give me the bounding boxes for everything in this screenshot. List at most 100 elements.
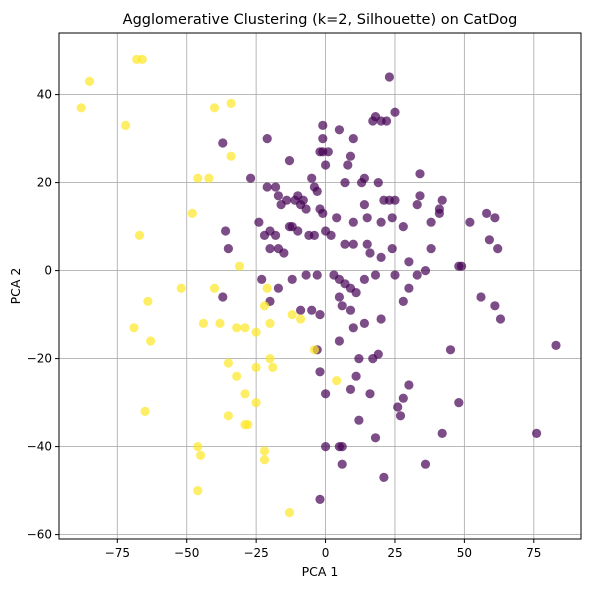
cluster-0-point bbox=[426, 244, 436, 254]
cluster-0-point bbox=[370, 270, 381, 280]
cluster-0-point bbox=[551, 340, 561, 350]
cluster-0-point bbox=[273, 283, 283, 293]
cluster-1-point bbox=[209, 283, 220, 293]
cluster-1-point bbox=[265, 354, 275, 364]
cluster-0-point bbox=[315, 310, 325, 320]
cluster-0-point bbox=[373, 349, 383, 359]
plot-frame bbox=[58, 32, 582, 540]
cluster-1-point bbox=[193, 486, 203, 496]
cluster-0-point bbox=[321, 389, 331, 399]
cluster-0-point bbox=[404, 257, 414, 267]
cluster-0-point bbox=[398, 222, 408, 232]
cluster-0-point bbox=[362, 239, 372, 249]
cluster-0-point bbox=[340, 178, 350, 188]
cluster-0-point bbox=[348, 134, 358, 144]
cluster-0-point bbox=[307, 305, 317, 315]
cluster-0-point bbox=[495, 314, 506, 324]
cluster-0-point bbox=[276, 200, 286, 210]
cluster-1-point bbox=[240, 420, 250, 430]
cluster-0-point bbox=[326, 230, 336, 240]
cluster-0-point bbox=[332, 213, 342, 223]
cluster-1-point bbox=[251, 398, 261, 408]
y-tick-label: 0 bbox=[44, 264, 52, 278]
cluster-0-point bbox=[359, 318, 369, 328]
cluster-0-point bbox=[465, 217, 475, 227]
y-tick-label: 40 bbox=[37, 88, 52, 102]
x-tick-label: −25 bbox=[243, 546, 268, 560]
cluster-0-point bbox=[490, 301, 500, 311]
cluster-1-point bbox=[251, 362, 261, 372]
cluster-1-point bbox=[176, 283, 186, 293]
y-axis-label: PCA 2 bbox=[8, 268, 23, 305]
cluster-1-point bbox=[226, 151, 236, 161]
cluster-0-point bbox=[398, 393, 408, 403]
cluster-0-point bbox=[315, 367, 325, 377]
cluster-1-point bbox=[223, 358, 233, 368]
cluster-0-point bbox=[312, 270, 322, 280]
cluster-0-point bbox=[395, 411, 406, 421]
cluster-0-point bbox=[387, 244, 397, 254]
cluster-0-point bbox=[412, 270, 422, 280]
cluster-0-point bbox=[334, 442, 344, 452]
cluster-0-point bbox=[223, 244, 233, 254]
cluster-0-point bbox=[284, 222, 295, 232]
cluster-1-point bbox=[262, 283, 272, 293]
cluster-0-point bbox=[390, 270, 400, 280]
cluster-0-point bbox=[387, 213, 397, 223]
cluster-1-point bbox=[309, 345, 319, 355]
cluster-0-point bbox=[284, 156, 295, 166]
cluster-0-point bbox=[293, 191, 303, 201]
cluster-1-point bbox=[268, 362, 278, 372]
x-axis-label: PCA 1 bbox=[302, 564, 339, 579]
cluster-0-point bbox=[271, 230, 281, 240]
cluster-0-point bbox=[484, 235, 494, 245]
y-tick-label: −20 bbox=[27, 352, 52, 366]
cluster-0-point bbox=[334, 125, 344, 135]
cluster-1-point bbox=[332, 376, 342, 386]
cluster-0-point bbox=[293, 226, 303, 236]
cluster-0-point bbox=[351, 371, 361, 381]
cluster-1-point bbox=[251, 327, 261, 337]
cluster-0-point bbox=[370, 433, 381, 443]
cluster-1-point bbox=[146, 336, 156, 346]
cluster-0-point bbox=[337, 459, 347, 469]
cluster-0-point bbox=[246, 173, 256, 183]
cluster-1-point bbox=[265, 318, 275, 328]
cluster-0-point bbox=[321, 442, 331, 452]
cluster-0-point bbox=[357, 178, 367, 188]
cluster-0-point bbox=[398, 296, 408, 306]
cluster-0-point bbox=[415, 169, 425, 179]
cluster-1-point bbox=[234, 261, 245, 271]
cluster-1-point bbox=[209, 103, 220, 113]
cluster-0-point bbox=[318, 208, 328, 218]
cluster-0-point bbox=[420, 459, 431, 469]
cluster-1-point bbox=[193, 442, 203, 452]
cluster-0-point bbox=[390, 107, 400, 117]
cluster-1-point bbox=[259, 446, 270, 456]
cluster-0-point bbox=[254, 217, 264, 227]
cluster-1-point bbox=[187, 208, 197, 218]
cluster-0-point bbox=[359, 200, 369, 210]
cluster-0-point bbox=[337, 301, 347, 311]
cluster-0-point bbox=[490, 213, 500, 223]
cluster-1-point bbox=[140, 406, 150, 416]
chart-title: Agglomerative Clustering (k=2, Silhouett… bbox=[123, 12, 518, 28]
cluster-1-point bbox=[193, 173, 203, 183]
cluster-0-point bbox=[345, 384, 356, 394]
y-tick-label: −40 bbox=[27, 440, 52, 454]
cluster-0-point bbox=[257, 274, 267, 284]
cluster-1-point bbox=[259, 455, 270, 465]
cluster-0-point bbox=[334, 336, 344, 346]
cluster-0-point bbox=[384, 72, 394, 82]
cluster-0-point bbox=[348, 323, 358, 333]
cluster-1-point bbox=[215, 318, 225, 328]
cluster-0-point bbox=[365, 248, 375, 258]
cluster-0-point bbox=[376, 252, 386, 262]
cluster-0-point bbox=[273, 191, 283, 201]
x-tick-label: −50 bbox=[174, 546, 199, 560]
cluster-0-point bbox=[412, 200, 422, 210]
cluster-0-point bbox=[404, 380, 414, 390]
cluster-1-point bbox=[284, 507, 295, 518]
data-points bbox=[76, 54, 561, 518]
